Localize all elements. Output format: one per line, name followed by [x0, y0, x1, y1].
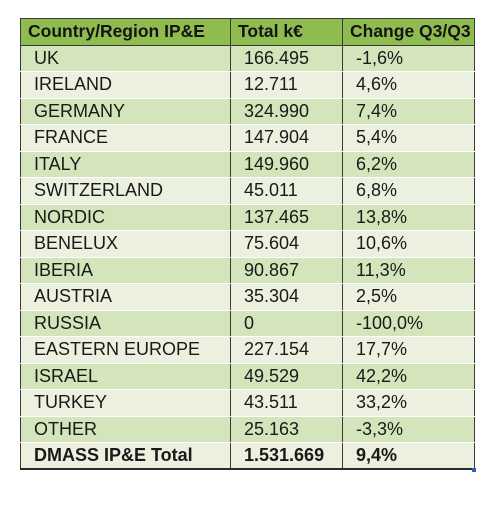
cell-region: BENELUX [20, 230, 231, 258]
cell-region: NORDIC [20, 203, 231, 231]
table-row: OTHER 25.163 -3,3% [20, 415, 475, 443]
cell-change: 6,2% [342, 150, 475, 178]
cell-region: AUSTRIA [20, 283, 231, 311]
table-header-row: Country/Region IP&E Total k€ Change Q3/Q… [20, 18, 475, 46]
cell-total: 12.711 [230, 71, 343, 99]
header-change: Change Q3/Q3 [342, 18, 475, 46]
table-total-row: DMASS IP&E Total 1.531.669 9,4% [20, 442, 475, 470]
sales-table-container: Country/Region IP&E Total k€ Change Q3/Q… [20, 18, 476, 472]
table-row: ISRAEL 49.529 42,2% [20, 362, 475, 390]
cell-change: 10,6% [342, 230, 475, 258]
cell-change: 2,5% [342, 283, 475, 311]
cell-change: 42,2% [342, 362, 475, 390]
cell-total: 166.495 [230, 44, 343, 72]
table-row: EASTERN EUROPE 227.154 17,7% [20, 336, 475, 364]
table-row: SWITZERLAND 45.011 6,8% [20, 177, 475, 205]
cell-region: UK [20, 44, 231, 72]
table-row: BENELUX 75.604 10,6% [20, 230, 475, 258]
sales-by-region-table: Country/Region IP&E Total k€ Change Q3/Q… [20, 18, 475, 470]
table-row: FRANCE 147.904 5,4% [20, 124, 475, 152]
table-row: TURKEY 43.511 33,2% [20, 389, 475, 417]
cell-region: TURKEY [20, 389, 231, 417]
cell-change: 4,6% [342, 71, 475, 99]
cell-total: 49.529 [230, 362, 343, 390]
cell-change: 11,3% [342, 256, 475, 284]
cell-total: 0 [230, 309, 343, 337]
cell-change: -1,6% [342, 44, 475, 72]
table-row: GERMANY 324.990 7,4% [20, 97, 475, 125]
cell-total-value: 1.531.669 [230, 442, 343, 470]
table-row: AUSTRIA 35.304 2,5% [20, 283, 475, 311]
cell-total: 35.304 [230, 283, 343, 311]
table-row: IRELAND 12.711 4,6% [20, 71, 475, 99]
cell-region: EASTERN EUROPE [20, 336, 231, 364]
cell-region: IRELAND [20, 71, 231, 99]
cell-region: ITALY [20, 150, 231, 178]
table-row: NORDIC 137.465 13,8% [20, 203, 475, 231]
header-total: Total k€ [230, 18, 343, 46]
cell-total: 90.867 [230, 256, 343, 284]
table-row: ITALY 149.960 6,2% [20, 150, 475, 178]
cell-region: FRANCE [20, 124, 231, 152]
cell-region: SWITZERLAND [20, 177, 231, 205]
cell-total: 75.604 [230, 230, 343, 258]
cell-change: 7,4% [342, 97, 475, 125]
cell-total-change: 9,4% [342, 442, 475, 470]
table-row: UK 166.495 -1,6% [20, 44, 475, 72]
cell-change: -100,0% [342, 309, 475, 337]
cell-change: 6,8% [342, 177, 475, 205]
cell-region: IBERIA [20, 256, 231, 284]
cell-total-label: DMASS IP&E Total [20, 442, 231, 470]
header-country-region: Country/Region IP&E [20, 18, 231, 46]
cell-region: RUSSIA [20, 309, 231, 337]
cell-change: 33,2% [342, 389, 475, 417]
cell-total: 137.465 [230, 203, 343, 231]
cell-total: 227.154 [230, 336, 343, 364]
cell-total: 25.163 [230, 415, 343, 443]
table-row: IBERIA 90.867 11,3% [20, 256, 475, 284]
cell-change: 5,4% [342, 124, 475, 152]
table-row: RUSSIA 0 -100,0% [20, 309, 475, 337]
cell-total: 324.990 [230, 97, 343, 125]
cell-change: 13,8% [342, 203, 475, 231]
selection-handle [472, 468, 476, 472]
cell-region: ISRAEL [20, 362, 231, 390]
cell-total: 45.011 [230, 177, 343, 205]
cell-region: OTHER [20, 415, 231, 443]
cell-total: 43.511 [230, 389, 343, 417]
cell-total: 147.904 [230, 124, 343, 152]
cell-change: 17,7% [342, 336, 475, 364]
cell-total: 149.960 [230, 150, 343, 178]
cell-region: GERMANY [20, 97, 231, 125]
cell-change: -3,3% [342, 415, 475, 443]
